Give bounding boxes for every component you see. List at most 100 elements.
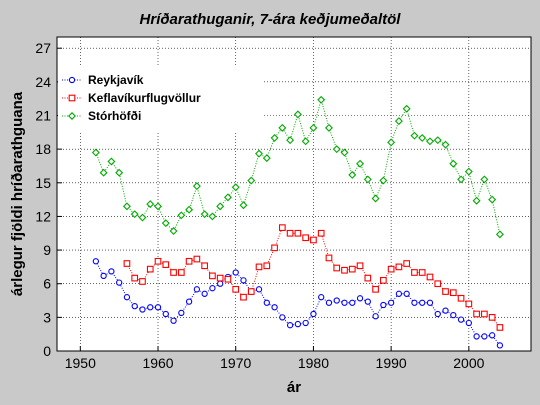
data-point — [99, 168, 108, 177]
data-point — [496, 342, 504, 349]
data-point — [356, 295, 364, 302]
data-point — [457, 316, 465, 323]
data-point — [216, 202, 225, 211]
data-point — [255, 149, 264, 158]
data-point — [301, 137, 310, 146]
data-point — [473, 310, 480, 318]
data-point — [293, 110, 302, 119]
data-point — [147, 304, 154, 311]
data-point — [410, 131, 419, 140]
data-point — [457, 294, 465, 302]
y-tick-label: 27 — [35, 40, 51, 56]
data-point — [123, 260, 131, 267]
data-point — [122, 202, 131, 211]
data-point — [402, 104, 411, 113]
data-point — [294, 229, 302, 237]
data-point — [473, 333, 480, 340]
data-point — [495, 230, 504, 239]
series-1 — [123, 224, 504, 331]
data-point — [231, 183, 240, 192]
y-axis-label: árlegur fjöldi hríðarathguana — [9, 91, 26, 296]
data-point — [91, 148, 100, 157]
data-point — [403, 260, 411, 267]
data-point — [309, 123, 318, 132]
data-point — [481, 333, 488, 340]
data-point — [333, 264, 341, 272]
data-point — [116, 279, 123, 286]
data-point — [488, 195, 497, 204]
y-tick-label: 12 — [35, 208, 51, 224]
data-point — [433, 136, 442, 145]
data-point — [310, 236, 317, 244]
data-point — [170, 269, 177, 276]
data-point — [200, 210, 209, 219]
data-point — [310, 310, 317, 318]
data-point — [449, 159, 458, 168]
tick-labels: 0 3 6 9 12 15 18 21 24 27 1950 1960 1970 1980 1990 2000 — [35, 40, 484, 371]
data-point — [209, 285, 216, 292]
data-point — [387, 265, 395, 273]
data-point — [387, 299, 395, 306]
data-point — [286, 229, 294, 237]
legend-swatch-marker — [68, 76, 76, 84]
data-point — [239, 201, 248, 210]
x-tick-label: 1980 — [298, 355, 329, 371]
data-point — [193, 255, 201, 263]
chart-title: Hríðarathuganir, 7-ára keðjumeðaltöl — [140, 11, 402, 28]
data-point — [426, 273, 434, 281]
data-point — [411, 269, 418, 276]
data-point — [216, 274, 224, 282]
y-tick-label: 24 — [35, 74, 51, 90]
data-point — [465, 300, 473, 308]
data-point — [115, 168, 124, 177]
data-point — [263, 262, 271, 270]
data-point — [138, 213, 147, 222]
data-point — [177, 269, 185, 276]
series-2 — [91, 95, 504, 239]
data-point — [185, 298, 193, 305]
data-point — [364, 274, 372, 282]
data-point — [341, 299, 348, 306]
data-point — [92, 258, 100, 265]
data-point — [349, 299, 356, 306]
y-tick-label: 15 — [35, 175, 51, 191]
data-point — [442, 288, 449, 295]
data-point — [178, 309, 185, 317]
data-point — [247, 288, 255, 295]
data-point — [286, 322, 294, 329]
data-point — [372, 313, 379, 320]
data-point — [271, 244, 278, 252]
data-point — [387, 138, 396, 147]
data-point — [232, 269, 239, 276]
data-point — [279, 314, 286, 321]
data-point — [240, 293, 247, 301]
data-point — [418, 133, 427, 142]
y-tick-label: 0 — [43, 343, 51, 359]
x-tick-label: 1960 — [142, 355, 173, 371]
data-point — [317, 229, 325, 237]
data-point — [240, 277, 247, 284]
y-tick-label: 9 — [43, 242, 51, 258]
data-point — [403, 290, 410, 297]
data-point — [193, 286, 201, 293]
series-0 — [92, 258, 504, 349]
x-axis-label: ár — [287, 379, 301, 396]
data-point — [356, 262, 364, 270]
data-point — [379, 176, 388, 185]
data-point — [262, 154, 271, 163]
data-point — [348, 170, 357, 179]
data-point — [247, 176, 256, 185]
data-point — [294, 320, 302, 328]
data-point — [434, 310, 441, 318]
data-point — [162, 261, 170, 269]
data-point — [100, 272, 107, 280]
data-point — [411, 299, 418, 306]
data-point — [363, 175, 372, 184]
data-point — [340, 148, 349, 157]
data-point — [380, 301, 387, 309]
x-tick-label: 2000 — [453, 355, 484, 371]
y-tick-label: 3 — [43, 309, 51, 325]
data-point — [270, 133, 279, 142]
data-point — [426, 299, 434, 306]
